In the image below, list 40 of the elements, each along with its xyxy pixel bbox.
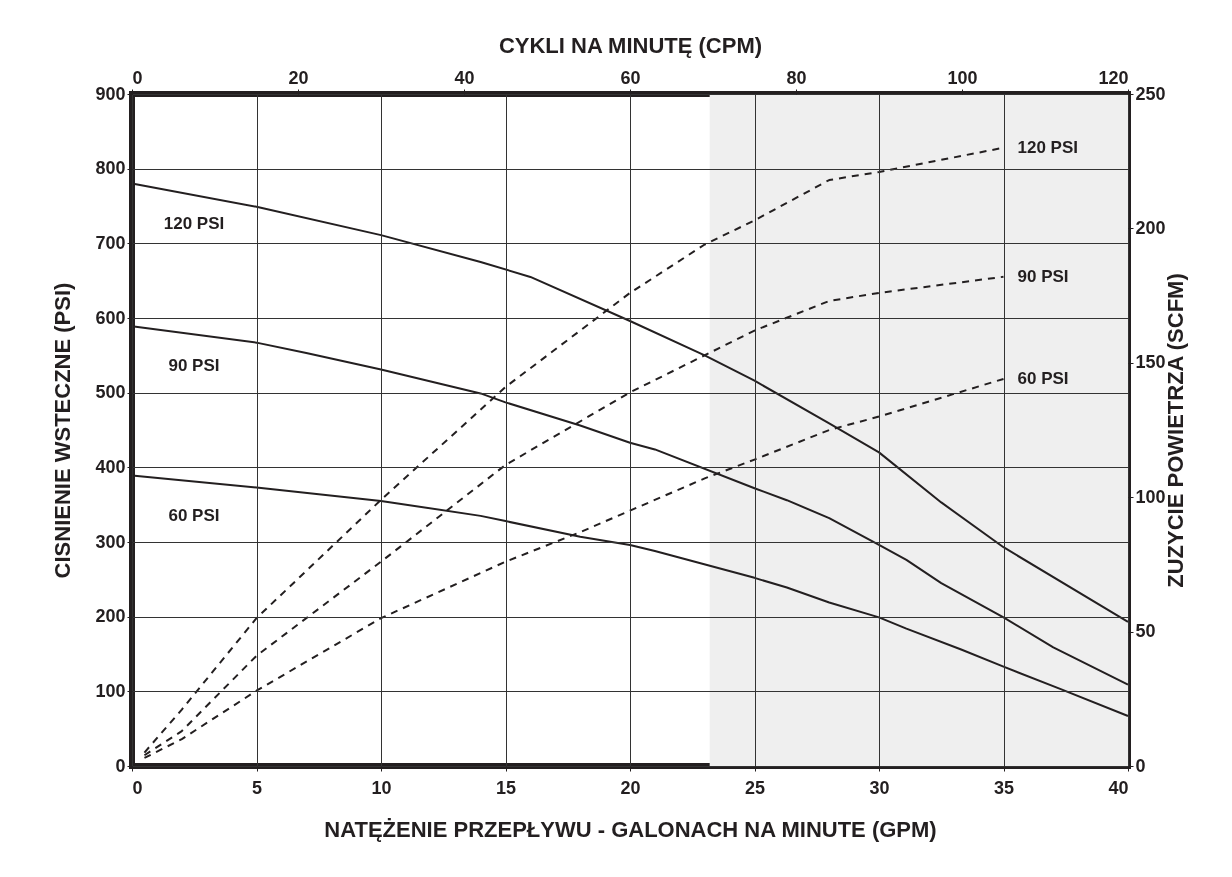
y2-tick-label: 50 — [1135, 621, 1156, 642]
y-tick-label: 500 — [95, 382, 126, 403]
x-tick-label: 15 — [495, 777, 517, 798]
y-tick-label: 600 — [95, 307, 126, 328]
y-tick-label: 100 — [95, 680, 126, 701]
x-tick-label: 10 — [371, 777, 392, 798]
x2-tick-label: 100 — [947, 67, 978, 88]
y-tick-label: 200 — [95, 606, 126, 627]
series-label: 90 PSI — [1017, 266, 1069, 286]
series-label: 120 PSI — [163, 213, 225, 233]
y2-tick-label: 0 — [1135, 755, 1146, 776]
x-tick-label: 20 — [620, 777, 641, 798]
y-tick-label: 700 — [95, 232, 126, 253]
x-tick-label: 0 — [132, 777, 143, 798]
x2-tick-label: 120 — [1098, 67, 1129, 88]
x-tick-label: 30 — [869, 777, 890, 798]
x-tick-label: 5 — [251, 777, 263, 798]
series-label: 60 PSI — [1017, 368, 1069, 388]
x-tick-label: 25 — [744, 777, 766, 798]
series-label: 60 PSI — [168, 505, 220, 525]
x2-axis-title: CYKLI NA MINUTĘ (CPM) — [498, 32, 763, 58]
y-tick-label: 900 — [95, 83, 126, 104]
y-tick-label: 300 — [95, 531, 126, 552]
y2-tick-label: 200 — [1135, 217, 1166, 238]
series-label: 90 PSI — [168, 356, 220, 376]
y2-tick-label: 250 — [1135, 83, 1166, 104]
series-label: 120 PSI — [1017, 137, 1078, 157]
x-tick-label: 35 — [993, 777, 1015, 798]
x2-tick-label: 80 — [786, 67, 807, 88]
y-axis-title: CISNIENIE WSTECZNE (PSI) — [50, 282, 76, 579]
x2-tick-label: 60 — [620, 67, 641, 88]
x-axis-title: NATĘŻENIE PRZEPŁYWU - GALONACH NA MINUTE (GPM) — [324, 816, 937, 842]
x2-tick-label: 20 — [288, 67, 309, 88]
y-tick-label: 400 — [95, 456, 126, 477]
y-tick-label: 800 — [95, 158, 126, 179]
x2-tick-label: 0 — [132, 67, 143, 88]
y-tick-label: 0 — [115, 755, 126, 776]
y2-tick-label: 150 — [1135, 352, 1166, 373]
x-tick-label: 40 — [1108, 777, 1129, 798]
x2-tick-label: 40 — [454, 67, 475, 88]
